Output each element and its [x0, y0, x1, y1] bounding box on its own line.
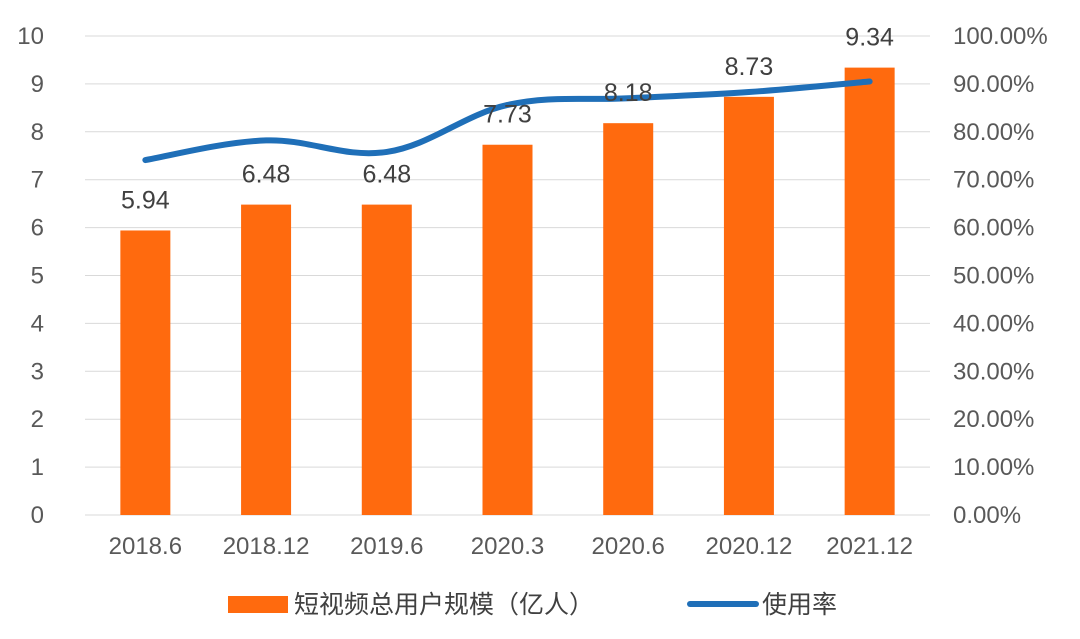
y-left-tick-label: 8 [31, 119, 44, 146]
y-left-tick-label: 3 [31, 358, 44, 385]
legend-label-line: 使用率 [762, 590, 837, 619]
y-right-tick-label: 90.00% [953, 71, 1034, 98]
y-left-tick-label: 0 [31, 502, 44, 529]
bar-data-label: 9.34 [845, 24, 894, 52]
bar-series [120, 67, 895, 515]
data-labels: 5.94 6.48 6.48 7.73 8.18 8.73 9.34 [121, 24, 894, 215]
bar-data-label: 7.73 [483, 101, 532, 129]
bar [723, 96, 774, 515]
y-left-tick-label: 6 [31, 215, 44, 242]
x-tick-label: 2019.6 [350, 533, 423, 560]
x-tick-label: 2020.3 [471, 533, 544, 560]
bar-data-label: 8.18 [604, 79, 653, 107]
y-left-tick-label: 7 [31, 167, 44, 194]
usage-rate-line [142, 78, 873, 164]
left-axis: 0 1 2 3 4 5 6 7 8 9 10 [17, 23, 44, 529]
x-tick-label: 2020.6 [592, 533, 665, 560]
x-tick-label: 2021.12 [826, 533, 913, 560]
y-left-tick-label: 5 [31, 263, 44, 290]
x-tick-label: 2018.12 [223, 533, 310, 560]
line-series [142, 78, 873, 164]
y-right-tick-label: 10.00% [953, 454, 1034, 481]
y-right-tick-label: 100.00% [953, 23, 1048, 50]
bar [844, 67, 895, 515]
y-left-tick-label: 2 [31, 406, 44, 433]
bar [361, 204, 412, 515]
y-left-tick-label: 1 [31, 454, 44, 481]
y-left-tick-label: 10 [17, 23, 44, 50]
right-axis: 0.00% 10.00% 20.00% 30.00% 40.00% 50.00% 60.00… [953, 23, 1048, 529]
y-right-tick-label: 50.00% [953, 263, 1034, 290]
y-right-tick-label: 20.00% [953, 406, 1034, 433]
bar-data-label: 8.73 [725, 53, 774, 81]
y-right-tick-label: 60.00% [953, 215, 1034, 242]
legend-swatch-bar [228, 596, 288, 613]
legend: 短视频总用户规模（亿人） 使用率 [228, 590, 837, 619]
y-right-tick-label: 80.00% [953, 119, 1034, 146]
bar [603, 123, 654, 515]
y-right-tick-label: 70.00% [953, 167, 1034, 194]
y-right-tick-label: 0.00% [953, 502, 1021, 529]
y-right-tick-label: 40.00% [953, 310, 1034, 337]
legend-label-bar: 短视频总用户规模（亿人） [294, 590, 594, 619]
y-left-tick-label: 4 [31, 310, 44, 337]
bar [241, 204, 292, 515]
y-left-tick-label: 9 [31, 71, 44, 98]
bar-data-label: 6.48 [362, 161, 411, 189]
bar [482, 144, 533, 515]
x-tick-label: 2020.12 [706, 533, 793, 560]
bar-data-label: 5.94 [121, 186, 170, 214]
x-tick-label: 2018.6 [109, 533, 182, 560]
bar-data-label: 6.48 [242, 161, 291, 189]
y-right-tick-label: 30.00% [953, 358, 1034, 385]
x-axis: 2018.6 2018.12 2019.6 2020.3 2020.6 2020.12 20… [109, 533, 913, 560]
bar [120, 230, 171, 515]
